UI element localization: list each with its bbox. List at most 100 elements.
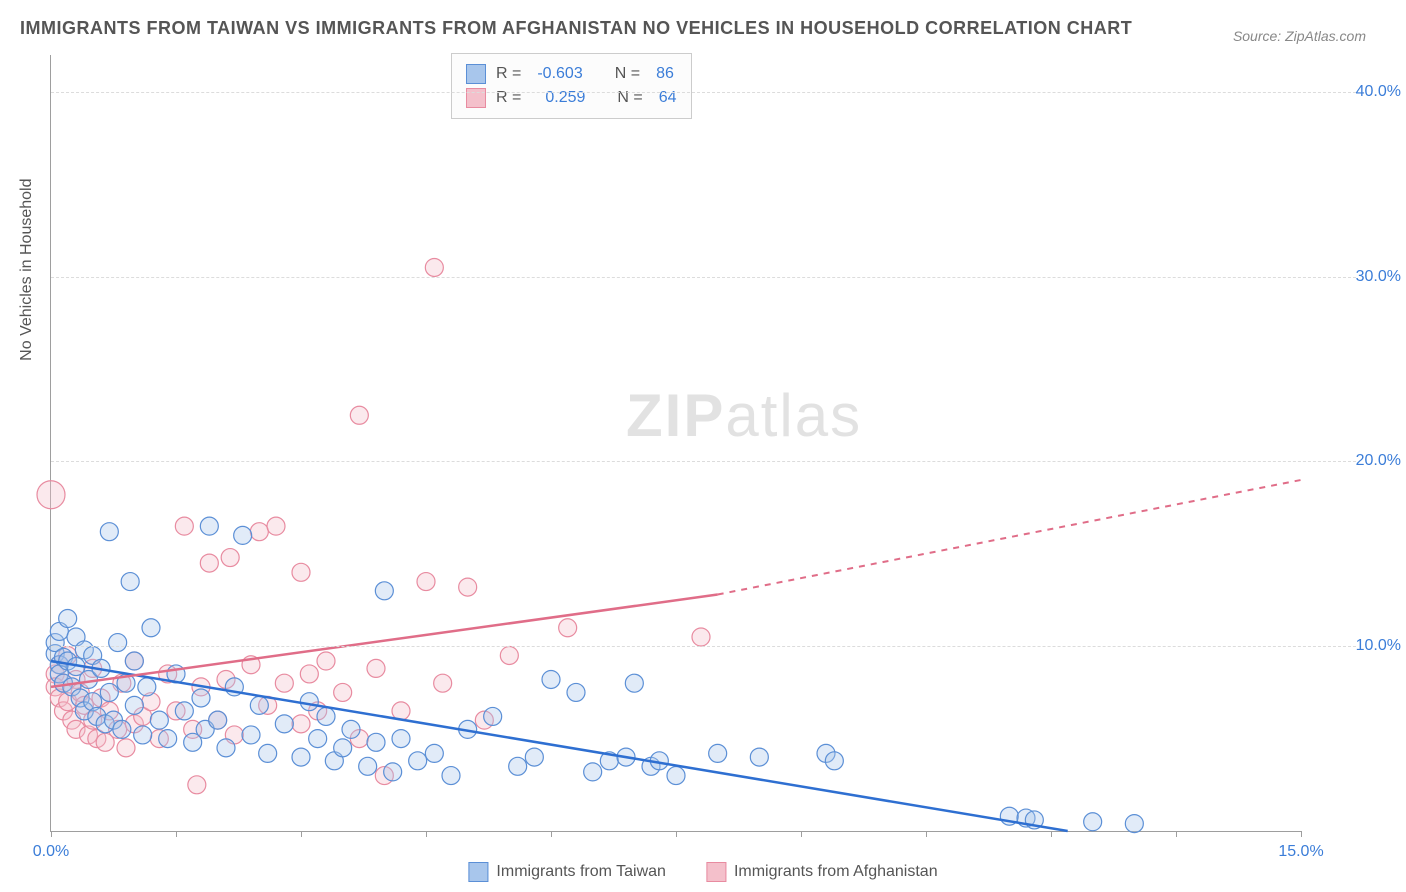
swatch-taiwan-icon xyxy=(468,862,488,882)
data-point xyxy=(275,674,293,692)
data-point xyxy=(309,730,327,748)
data-point xyxy=(559,619,577,637)
y-tick-label: 20.0% xyxy=(1321,452,1401,470)
data-point xyxy=(300,665,318,683)
n-label: N = xyxy=(615,65,640,83)
stats-legend: R = -0.603 N = 86 R = 0.259 N = 64 xyxy=(451,53,692,119)
data-point xyxy=(459,578,477,596)
data-point xyxy=(1125,815,1143,833)
data-point xyxy=(509,757,527,775)
y-axis-label: No Vehicles in Household xyxy=(18,178,36,360)
data-point xyxy=(392,730,410,748)
swatch-taiwan xyxy=(466,64,486,84)
data-point xyxy=(100,683,118,701)
n-value-taiwan: 86 xyxy=(656,65,674,83)
data-point xyxy=(125,652,143,670)
r-value-taiwan: -0.603 xyxy=(537,65,582,83)
data-point xyxy=(367,659,385,677)
data-point xyxy=(709,744,727,762)
x-tick-label: 15.0% xyxy=(1278,843,1323,861)
data-point xyxy=(109,634,127,652)
data-point xyxy=(242,726,260,744)
stats-row-afghanistan: R = 0.259 N = 64 xyxy=(466,86,677,110)
data-point xyxy=(692,628,710,646)
data-point xyxy=(142,619,160,637)
data-point xyxy=(317,652,335,670)
data-point xyxy=(100,523,118,541)
data-point xyxy=(200,554,218,572)
data-point xyxy=(625,674,643,692)
data-point xyxy=(334,739,352,757)
data-point xyxy=(113,720,131,738)
data-point xyxy=(188,776,206,794)
data-point xyxy=(334,683,352,701)
data-point xyxy=(175,702,193,720)
data-point xyxy=(484,707,502,725)
data-point xyxy=(667,767,685,785)
data-point xyxy=(200,517,218,535)
data-point xyxy=(234,526,252,544)
data-point xyxy=(1084,813,1102,831)
data-point xyxy=(221,549,239,567)
data-point xyxy=(584,763,602,781)
data-point xyxy=(342,720,360,738)
data-point xyxy=(825,752,843,770)
legend-item-afghanistan: Immigrants from Afghanistan xyxy=(706,862,938,882)
trend-line xyxy=(51,661,1068,831)
data-point xyxy=(317,707,335,725)
data-point xyxy=(425,258,443,276)
data-point xyxy=(409,752,427,770)
data-point xyxy=(425,744,443,762)
data-point xyxy=(125,696,143,714)
data-point xyxy=(159,730,177,748)
legend-label-afghanistan: Immigrants from Afghanistan xyxy=(734,863,938,881)
data-point xyxy=(442,767,460,785)
data-point xyxy=(175,517,193,535)
data-point xyxy=(259,744,277,762)
y-tick-label: 40.0% xyxy=(1321,83,1401,101)
source-attribution: Source: ZipAtlas.com xyxy=(1233,28,1366,44)
data-point xyxy=(37,481,65,509)
data-point xyxy=(292,748,310,766)
data-point xyxy=(209,711,227,729)
data-point xyxy=(217,739,235,757)
data-point xyxy=(542,670,560,688)
data-point xyxy=(417,573,435,591)
data-point xyxy=(300,693,318,711)
data-point xyxy=(150,711,168,729)
data-point xyxy=(250,523,268,541)
data-point xyxy=(134,726,152,744)
data-point xyxy=(275,715,293,733)
data-point xyxy=(525,748,543,766)
data-point xyxy=(121,573,139,591)
data-point xyxy=(117,739,135,757)
data-point xyxy=(367,733,385,751)
data-point xyxy=(434,674,452,692)
x-tick-label: 0.0% xyxy=(33,843,69,861)
data-point xyxy=(267,517,285,535)
data-point xyxy=(250,696,268,714)
data-point xyxy=(59,610,77,628)
y-tick-label: 30.0% xyxy=(1321,268,1401,286)
data-point xyxy=(138,678,156,696)
chart-plot-area: No Vehicles in Household ZIPatlas R = -0… xyxy=(50,55,1301,832)
scatter-svg xyxy=(51,55,1301,831)
data-point xyxy=(567,683,585,701)
swatch-afghanistan-icon xyxy=(706,862,726,882)
data-point xyxy=(292,563,310,581)
data-point xyxy=(350,406,368,424)
legend-item-taiwan: Immigrants from Taiwan xyxy=(468,862,666,882)
data-point xyxy=(750,748,768,766)
data-point xyxy=(375,582,393,600)
data-point xyxy=(392,702,410,720)
data-point xyxy=(500,646,518,664)
y-tick-label: 10.0% xyxy=(1321,637,1401,655)
data-point xyxy=(384,763,402,781)
data-point xyxy=(359,757,377,775)
trend-line-extrapolated xyxy=(718,480,1301,595)
data-point xyxy=(292,715,310,733)
legend-label-taiwan: Immigrants from Taiwan xyxy=(496,863,666,881)
r-label: R = xyxy=(496,65,521,83)
data-point xyxy=(192,689,210,707)
series-legend: Immigrants from Taiwan Immigrants from A… xyxy=(468,862,937,882)
